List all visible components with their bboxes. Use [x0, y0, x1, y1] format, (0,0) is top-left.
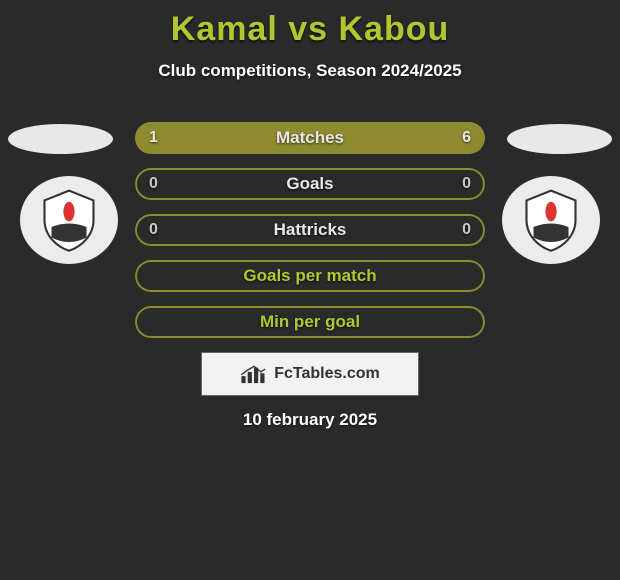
bar-value-left: 1 [149, 129, 158, 147]
club-crest-icon [34, 185, 104, 255]
flag-right [507, 124, 612, 154]
bar-value-right: 0 [462, 221, 471, 239]
comparison-title: Kamal vs Kabou [0, 0, 620, 49]
source-logo: FcTables.com [201, 352, 419, 396]
bar-row: Min per goal [135, 306, 485, 338]
club-badge-left [20, 176, 118, 264]
flag-left [8, 124, 113, 154]
club-badge-right [502, 176, 600, 264]
chart-icon [240, 363, 268, 385]
bar-label: Goals [286, 174, 333, 194]
comparison-subtitle: Club competitions, Season 2024/2025 [0, 61, 620, 81]
bar-row: 0 Hattricks 0 [135, 214, 485, 246]
bar-value-left: 0 [149, 175, 158, 193]
bar-value-left: 0 [149, 221, 158, 239]
bar-row: Goals per match [135, 260, 485, 292]
bar-value-right: 0 [462, 175, 471, 193]
club-crest-icon [516, 185, 586, 255]
bar-value-right: 6 [462, 129, 471, 147]
bar-label: Min per goal [260, 312, 360, 332]
bar-row: 0 Goals 0 [135, 168, 485, 200]
bar-label: Matches [276, 128, 344, 148]
bar-fill-left [135, 122, 185, 154]
bar-label: Hattricks [274, 220, 347, 240]
source-logo-text: FcTables.com [274, 365, 380, 383]
bar-label: Goals per match [243, 266, 376, 286]
comparison-bars: 1 Matches 6 0 Goals 0 0 Hattricks 0 Goal… [135, 122, 485, 352]
infographic-date: 10 february 2025 [0, 410, 620, 430]
bar-row: 1 Matches 6 [135, 122, 485, 154]
